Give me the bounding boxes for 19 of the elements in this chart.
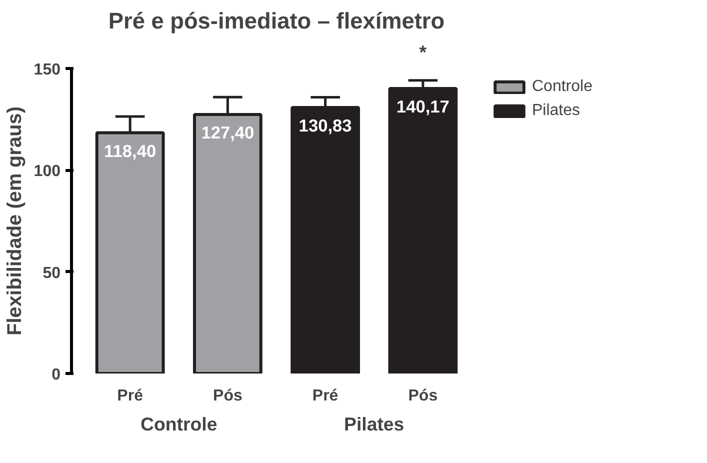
text: Pilates (344, 414, 404, 434)
chart-title: Pré e pós-imediato – flexímetro (108, 8, 445, 34)
x-tick-label: Pós (408, 388, 438, 404)
y-tick-label: 50 (42, 264, 61, 282)
text: Controle (140, 414, 218, 434)
y-tick-label: 0 (52, 366, 61, 384)
x-tick-label: Pré (117, 388, 144, 404)
y-tick-label: 150 (34, 62, 61, 78)
data-label: 130,83 (298, 115, 352, 136)
y-tick-label: 100 (34, 163, 61, 180)
text: * (419, 42, 428, 62)
data-label: 118,40 (104, 140, 156, 161)
legend-label: Pilates (532, 102, 580, 120)
y-axis-title: Flexibilidade (em graus) (4, 106, 26, 336)
x-tick-label: Pré (312, 388, 338, 404)
data-label: 127,40 (201, 122, 254, 142)
data-label: 140,17 (396, 96, 450, 116)
legend-label: Controle (532, 78, 592, 96)
x-tick-label: Pós (213, 388, 242, 404)
